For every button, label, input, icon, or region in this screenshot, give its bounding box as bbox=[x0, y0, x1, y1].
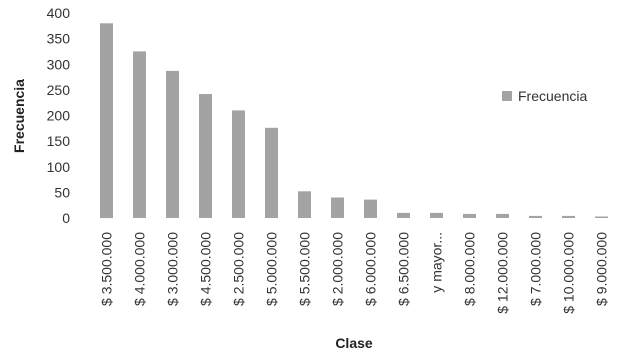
bar bbox=[463, 213, 476, 218]
bar bbox=[265, 127, 278, 218]
legend: Frecuencia bbox=[502, 88, 587, 104]
y-axis: 0 50 100 150 200 250 300 350 400 bbox=[47, 5, 71, 226]
y-tick-label: 200 bbox=[47, 108, 71, 124]
x-tick-label: $ 2.500.000 bbox=[231, 232, 247, 306]
x-tick-label: y mayor... bbox=[429, 232, 445, 293]
x-tick-label: $ 6.500.000 bbox=[396, 232, 412, 306]
x-axis: $ 3.500.000 $ 4.000.000 $ 3.000.000 $ 4.500… bbox=[99, 232, 610, 314]
bar bbox=[364, 199, 377, 218]
y-tick-label: 350 bbox=[47, 31, 71, 47]
y-axis-title: Frecuencia bbox=[11, 79, 27, 153]
x-tick-label: $ 9.000.000 bbox=[594, 232, 610, 306]
x-tick-label: $ 8.000.000 bbox=[462, 232, 478, 306]
y-tick-label: 300 bbox=[47, 56, 71, 72]
y-tick-label: 100 bbox=[47, 159, 71, 175]
y-tick-label: 400 bbox=[47, 5, 71, 21]
bar bbox=[199, 94, 212, 218]
x-tick-label: $ 4.000.000 bbox=[132, 232, 148, 306]
y-tick-label: 150 bbox=[47, 133, 71, 149]
x-tick-label: $ 4.500.000 bbox=[198, 232, 214, 306]
x-tick-label: $ 3.000.000 bbox=[165, 232, 181, 306]
x-tick-label: $ 7.000.000 bbox=[528, 232, 544, 306]
legend-label: Frecuencia bbox=[518, 88, 587, 104]
bar bbox=[298, 191, 311, 218]
x-tick-label: $ 6.000.000 bbox=[363, 232, 379, 306]
bar bbox=[232, 110, 245, 218]
x-tick-label: $ 5.500.000 bbox=[297, 232, 313, 306]
bar bbox=[397, 212, 410, 218]
legend-swatch bbox=[502, 91, 512, 101]
bar bbox=[529, 215, 542, 218]
bar bbox=[133, 51, 146, 219]
bar bbox=[331, 197, 344, 218]
x-tick-label: $ 2.000.000 bbox=[330, 232, 346, 306]
bar bbox=[430, 212, 443, 218]
bar bbox=[496, 213, 509, 218]
x-axis-title: Clase bbox=[335, 335, 373, 351]
y-tick-label: 50 bbox=[54, 184, 70, 200]
x-tick-label: $ 3.500.000 bbox=[99, 232, 115, 306]
x-tick-label: $ 10.000.000 bbox=[561, 232, 577, 314]
y-tick-label: 250 bbox=[47, 82, 71, 98]
bar bbox=[595, 216, 608, 218]
y-tick-label: 0 bbox=[62, 210, 70, 226]
x-tick-label: $ 12.000.000 bbox=[495, 232, 511, 314]
bar-series bbox=[100, 23, 608, 219]
bar bbox=[562, 215, 575, 218]
bar bbox=[166, 70, 179, 219]
x-tick-label: $ 5.000.000 bbox=[264, 232, 280, 306]
bar bbox=[100, 23, 113, 219]
